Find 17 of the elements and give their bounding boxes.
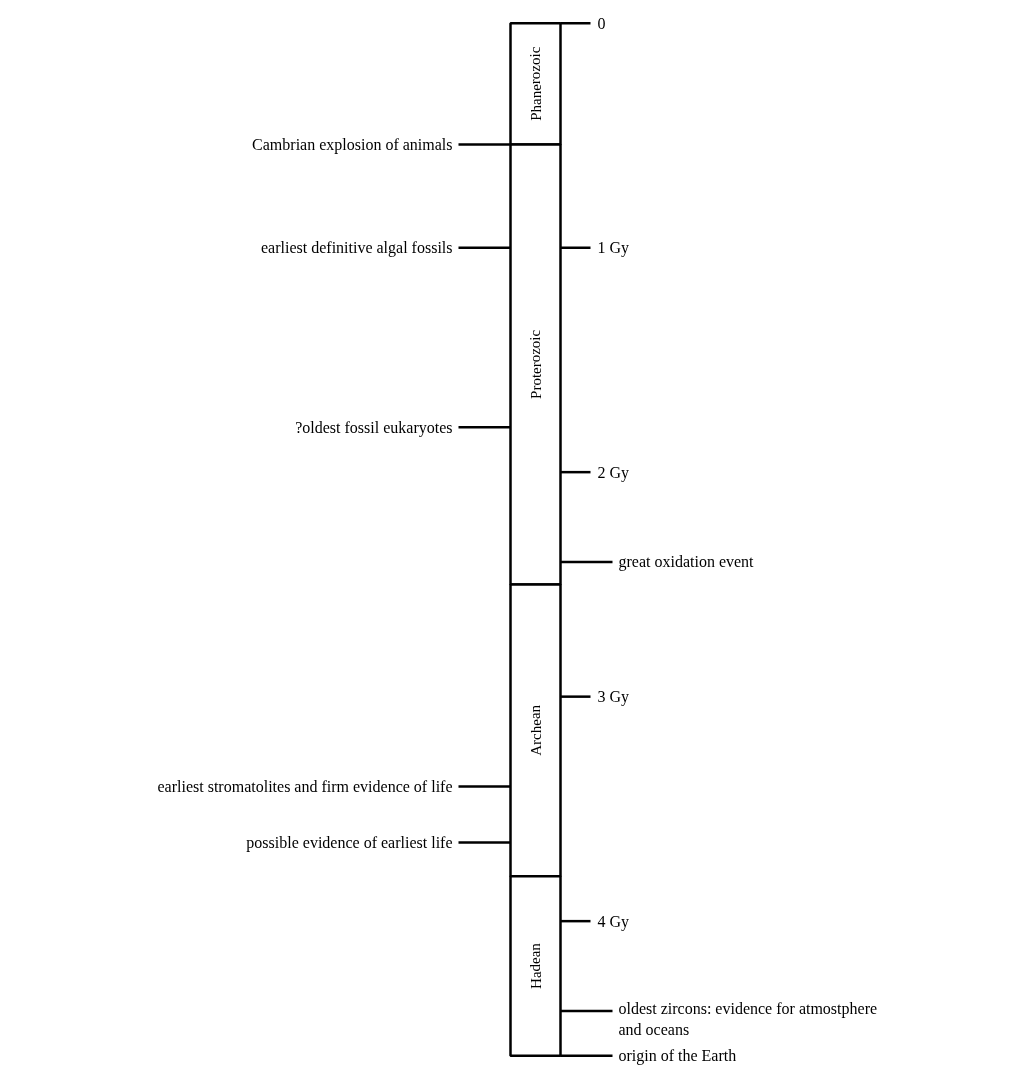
ref-line-label: Cambrian explosion of animals — [252, 135, 453, 154]
y-tick-label: 1 Gy — [597, 239, 630, 258]
ref-line-label: possible evidence of earliest life — [246, 834, 453, 853]
ref-line-label: ?oldest fossil eukaryotes — [295, 418, 453, 437]
ref-line-label: oldest zircons: evidence for atmostphere and oceans — [618, 1000, 878, 1038]
ref-line-label: earliest definitive algal fossils — [261, 239, 453, 258]
ref-line-label: great oxidation event — [618, 553, 755, 572]
y-tick-label: 3 Gy — [597, 688, 630, 707]
y-tick-label: 0 — [597, 14, 606, 32]
series-label: Phanerozoic — [527, 46, 544, 121]
series-label: Archean — [527, 704, 544, 756]
ref-line-label: origin of the Earth — [618, 1047, 737, 1066]
ref-line-label: earliest stromatolites and firm evidence of life — [157, 777, 453, 795]
y-tick-label: 2 Gy — [597, 463, 630, 482]
series-label: Hadean — [527, 942, 544, 989]
y-tick-label: 4 Gy — [597, 912, 630, 931]
series-label: Proterozoic — [527, 329, 544, 399]
